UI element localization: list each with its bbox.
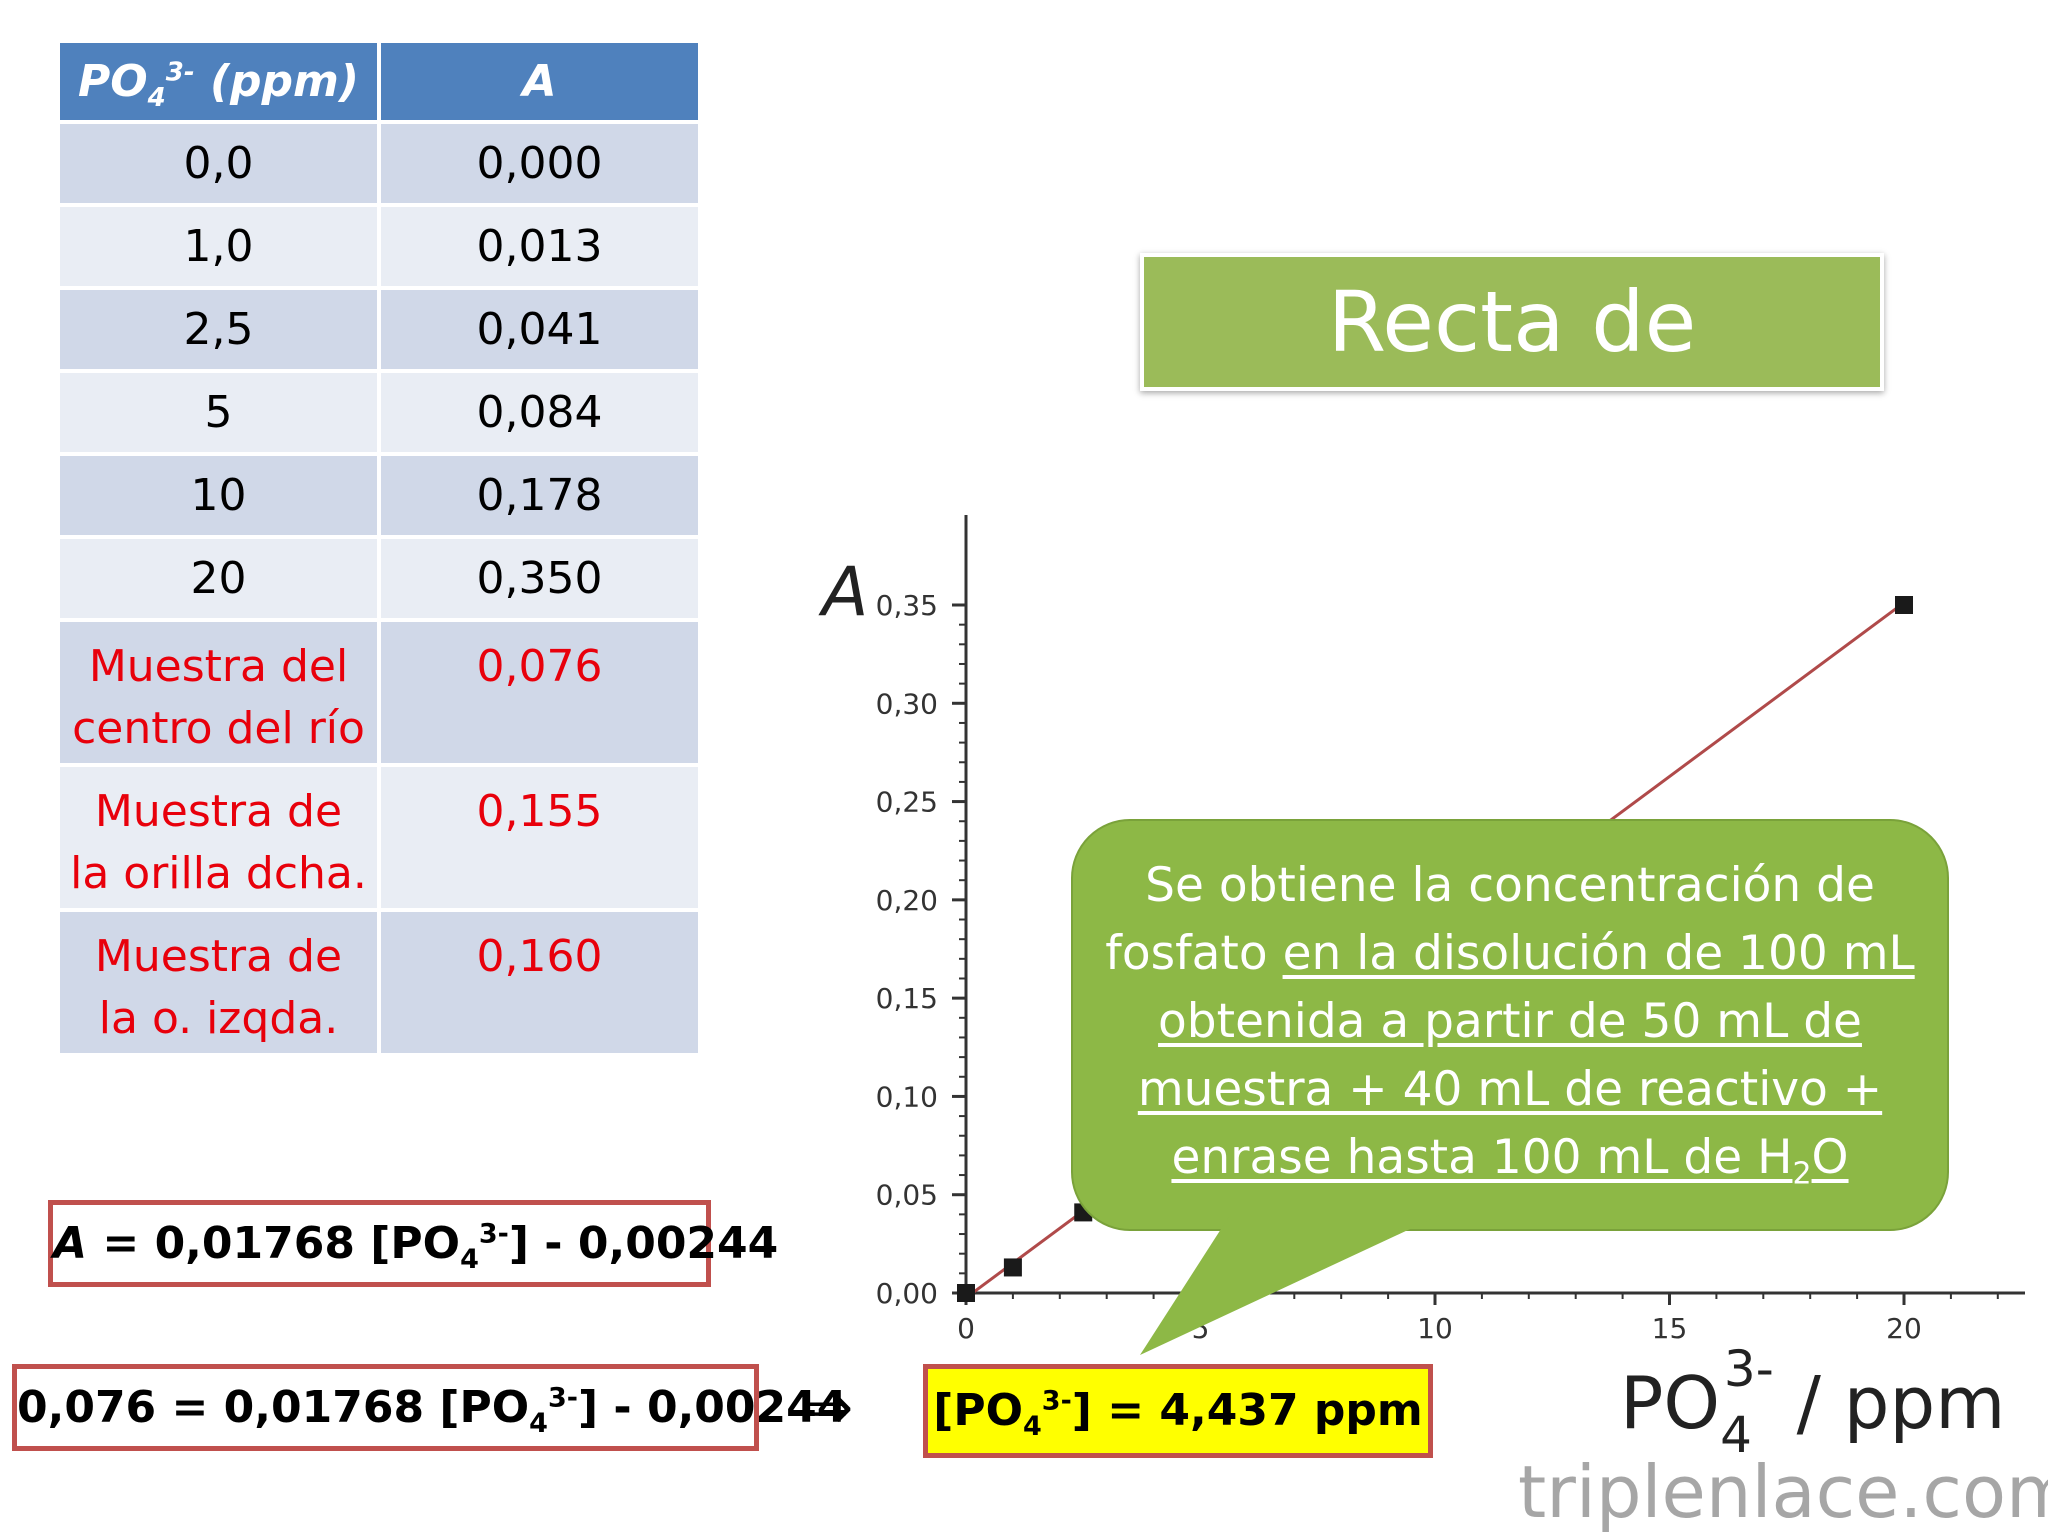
x-tick-label: 15 [1652, 1312, 1688, 1345]
result-equation: [PO43-] = 4,437 ppm [923, 1364, 1433, 1458]
data-point [1895, 596, 1913, 614]
table-row: 10 0,178 [60, 456, 698, 535]
cell-absorbance: 0,041 [381, 290, 698, 369]
table-row: 20 0,350 [60, 539, 698, 618]
cell-sample-name: Muestra del centro del río [60, 622, 377, 763]
table-row: 0,0 0,000 [60, 124, 698, 203]
cell-absorbance: 0,350 [381, 539, 698, 618]
x-tick-label: 0 [957, 1312, 975, 1345]
regression-equation: A = 0,01768 [PO43-] - 0,00244 [48, 1200, 778, 1287]
cell-absorbance: 0,178 [381, 456, 698, 535]
cell-absorbance: 0,000 [381, 124, 698, 203]
cell-concentration: 20 [60, 539, 377, 618]
cell-sample-name: Muestra de la o. izqda. [60, 912, 377, 1053]
slide-title: Recta de calibrado [1140, 253, 1884, 501]
cell-concentration: 0,0 [60, 124, 377, 203]
cell-absorbance: 0,013 [381, 207, 698, 286]
y-axis-label: A [818, 553, 869, 632]
x-tick-label: 10 [1417, 1312, 1453, 1345]
table-row: 2,5 0,041 [60, 290, 698, 369]
data-point [1003, 1258, 1022, 1277]
cell-sample-absorbance: 0,076 [381, 622, 698, 763]
table-row: 1,0 0,013 [60, 207, 698, 286]
data-point [957, 1284, 975, 1302]
col-header-absorbance: A [381, 43, 698, 120]
table-row-sample: Muestra de la orilla dcha. 0,155 [60, 767, 698, 908]
watermark: triplenlace.com [1518, 1450, 2048, 1534]
y-tick-label: 0,00 [876, 1277, 938, 1310]
x-axis-label: PO43- / ppm [1620, 1340, 2005, 1464]
col-header-concentration: PO43- (ppm) [60, 43, 377, 120]
chart-ticks: 0,000,050,100,150,200,250,300,350 5 10 15 20 [876, 589, 1999, 1345]
sample-equation: 0,076 = 0,01768 [PO43-] - 0,00244 [12, 1364, 847, 1451]
table-row-sample: Muestra de la o. izqda. 0,160 [60, 912, 698, 1053]
cell-sample-absorbance: 0,160 [381, 912, 698, 1053]
callout-pointer [1140, 1215, 1440, 1355]
y-tick-label: 0,10 [876, 1080, 938, 1113]
y-tick-label: 0,20 [876, 884, 938, 917]
y-tick-label: 0,15 [876, 982, 938, 1015]
cell-concentration: 2,5 [60, 290, 377, 369]
implies-arrow-icon: ⇒ [803, 1373, 854, 1443]
cell-concentration: 10 [60, 456, 377, 535]
y-tick-label: 0,30 [876, 687, 938, 720]
x-tick-label: 20 [1886, 1312, 1922, 1345]
y-tick-label: 0,05 [876, 1179, 938, 1212]
callout-body [1071, 819, 1949, 1231]
callout-text: Se obtiene la concentración de fosfato e… [1105, 858, 1915, 1192]
calibration-table: PO43- (ppm) A 0,0 0,000 1,0 0,013 2,5 0,… [56, 39, 702, 1057]
y-tick-label: 0,25 [876, 786, 938, 819]
cell-concentration: 1,0 [60, 207, 377, 286]
cell-concentration: 5 [60, 373, 377, 452]
callout-bubble [1071, 819, 1949, 1355]
table-header-row: PO43- (ppm) A [60, 43, 698, 120]
cell-absorbance: 0,084 [381, 373, 698, 452]
table-row-sample: Muestra del centro del río 0,076 [60, 622, 698, 763]
cell-sample-name: Muestra de la orilla dcha. [60, 767, 377, 908]
y-tick-label: 0,35 [876, 589, 938, 622]
cell-sample-absorbance: 0,155 [381, 767, 698, 908]
table-row: 5 0,084 [60, 373, 698, 452]
